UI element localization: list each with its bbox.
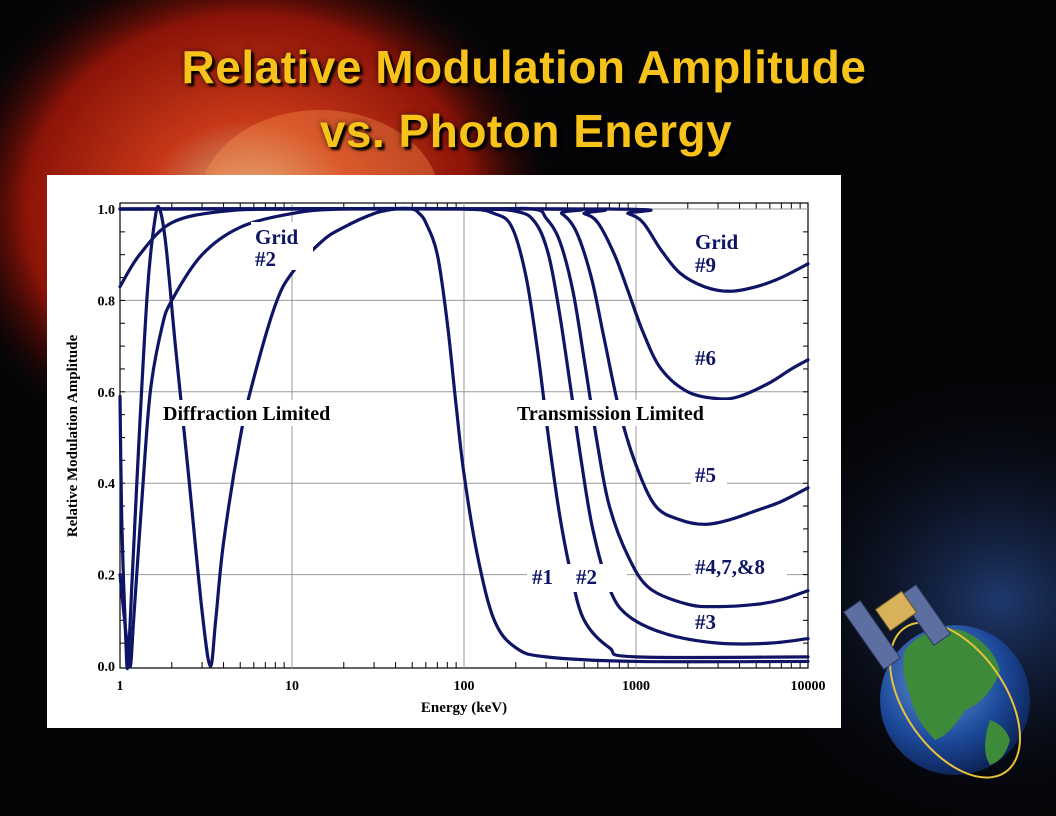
diffraction-limited-label: Diffraction Limited: [163, 403, 330, 425]
curve-label-6: #6: [695, 346, 716, 370]
x-tick-label: 10: [285, 679, 299, 694]
slide-title-line-2: vs. Photon Energy: [319, 105, 733, 157]
curve-label-3: #3: [695, 610, 716, 634]
x-tick-label: 100: [454, 679, 475, 694]
y-tick-label: 0.8: [98, 294, 116, 309]
curve-label-grid-2-title: Grid: [255, 225, 298, 249]
series-line-3: [118, 207, 810, 646]
series-line-1: [118, 204, 810, 671]
y-tick-label: 0.0: [98, 660, 116, 675]
curve-label-grid-9-title: Grid: [695, 230, 738, 254]
y-tick-label: 0.4: [98, 477, 116, 492]
satellite-icon: [843, 583, 952, 671]
curve-label-1: #1: [532, 565, 553, 589]
y-tick-label: 0.2: [98, 569, 116, 584]
curve-label-4-7-8: #4,7,&8: [695, 555, 765, 579]
slide-title-line-1: Relative Modulation Amplitude: [181, 41, 867, 93]
curve-label-grid-2: #2: [255, 247, 276, 271]
x-axis-title: Energy (keV): [421, 700, 507, 716]
modulation-chart: 1 10 100 1000 10000 0.0 0.2 0.4 0.6 0.8 1.0 Energy…: [65, 202, 826, 716]
x-tick-label: 10000: [791, 679, 826, 694]
y-tick-label: 1.0: [98, 203, 116, 218]
earth-globe-icon: [880, 621, 1030, 779]
series-line-7: [118, 207, 810, 293]
curve-label-9: #9: [695, 253, 716, 277]
curve-label-2-transmission: #2: [576, 565, 597, 589]
x-tick-label: 1: [117, 679, 124, 694]
chart-panel: 1 10 100 1000 10000 0.0 0.2 0.4 0.6 0.8 1.0 Energy…: [47, 175, 841, 728]
y-axis-title: Relative Modulation Amplitude: [65, 334, 81, 537]
curve-label-5: #5: [695, 463, 716, 487]
transmission-limited-label: Transmission Limited: [517, 403, 704, 425]
x-tick-label: 1000: [622, 679, 650, 694]
y-tick-label: 0.6: [98, 386, 116, 401]
